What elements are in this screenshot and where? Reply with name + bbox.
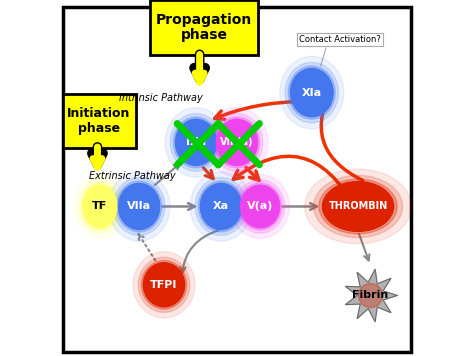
Ellipse shape xyxy=(216,119,258,166)
Text: VIII(a): VIII(a) xyxy=(220,137,254,147)
Ellipse shape xyxy=(319,179,397,234)
Ellipse shape xyxy=(138,257,190,313)
Ellipse shape xyxy=(81,183,118,230)
Ellipse shape xyxy=(113,178,165,235)
Ellipse shape xyxy=(83,185,117,228)
Ellipse shape xyxy=(238,183,282,230)
Ellipse shape xyxy=(322,182,393,231)
Ellipse shape xyxy=(214,117,260,168)
Ellipse shape xyxy=(313,176,402,238)
Ellipse shape xyxy=(165,108,227,177)
Text: Extrinsic Pathway: Extrinsic Pathway xyxy=(89,171,176,181)
Text: VIIa: VIIa xyxy=(127,201,151,211)
Ellipse shape xyxy=(285,62,338,123)
Ellipse shape xyxy=(305,169,411,244)
FancyBboxPatch shape xyxy=(63,94,136,148)
FancyBboxPatch shape xyxy=(150,0,258,55)
Text: Intrinsic Pathway: Intrinsic Pathway xyxy=(118,93,202,103)
Ellipse shape xyxy=(201,183,242,230)
Ellipse shape xyxy=(133,252,195,318)
Text: XIa: XIa xyxy=(301,88,322,98)
Text: TFPI: TFPI xyxy=(150,280,178,290)
Ellipse shape xyxy=(118,183,160,230)
Ellipse shape xyxy=(143,263,185,307)
Text: V(a): V(a) xyxy=(247,201,273,211)
Ellipse shape xyxy=(241,185,280,228)
Text: Propagation
phase: Propagation phase xyxy=(156,13,252,42)
Text: Initiation
phase: Initiation phase xyxy=(67,107,131,135)
Ellipse shape xyxy=(206,108,268,177)
Ellipse shape xyxy=(74,174,126,239)
Ellipse shape xyxy=(79,180,121,233)
Text: Fibrin: Fibrin xyxy=(352,290,389,300)
Ellipse shape xyxy=(175,119,217,166)
Ellipse shape xyxy=(358,283,383,308)
Text: Xa: Xa xyxy=(213,201,229,211)
Ellipse shape xyxy=(170,114,222,171)
Text: IXa: IXa xyxy=(186,137,206,147)
Ellipse shape xyxy=(117,181,162,232)
Ellipse shape xyxy=(236,180,284,233)
Ellipse shape xyxy=(280,56,344,129)
Ellipse shape xyxy=(141,261,187,309)
Ellipse shape xyxy=(211,114,263,171)
Ellipse shape xyxy=(195,178,247,235)
FancyBboxPatch shape xyxy=(63,7,411,352)
Ellipse shape xyxy=(291,68,333,117)
Text: TF: TF xyxy=(92,201,108,211)
Ellipse shape xyxy=(108,172,170,241)
Text: Contact Activation?: Contact Activation? xyxy=(299,35,381,44)
Ellipse shape xyxy=(198,181,244,232)
Ellipse shape xyxy=(173,117,219,168)
Ellipse shape xyxy=(288,66,335,119)
Text: THROMBIN: THROMBIN xyxy=(328,201,388,211)
Polygon shape xyxy=(346,269,397,322)
Ellipse shape xyxy=(231,174,290,239)
Ellipse shape xyxy=(190,172,252,241)
